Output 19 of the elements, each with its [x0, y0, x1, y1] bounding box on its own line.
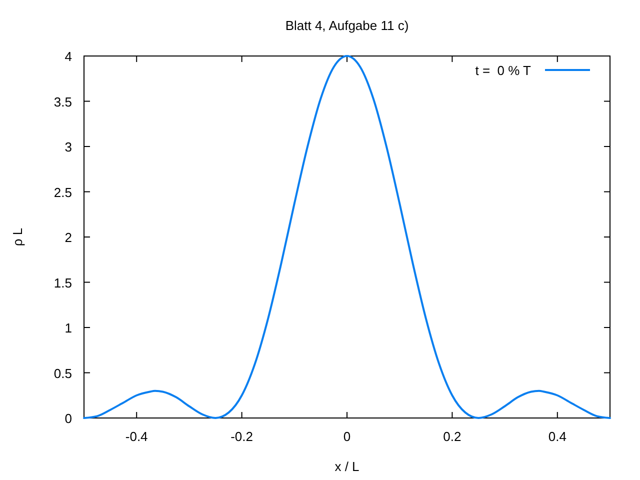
- x-axis-title: x / L: [334, 459, 360, 474]
- x-tick-label: 0.4: [548, 429, 566, 444]
- y-tick-label: 4: [64, 49, 72, 64]
- legend-label: t = 0 % T: [475, 63, 532, 78]
- x-tick-label: -0.2: [230, 429, 254, 444]
- line-series: [83, 55, 611, 419]
- y-tick-label: 0.5: [54, 366, 72, 381]
- y-tick-label: 1: [64, 320, 72, 336]
- y-tick-label: 3: [64, 140, 72, 154]
- x-tick-label: 0: [343, 429, 351, 444]
- y-tick-label: 2.5: [54, 184, 72, 200]
- chart-title: Blatt 4, Aufgabe 11 c): [285, 18, 409, 33]
- y-tick-label: 0: [64, 411, 72, 426]
- y-tick-label: 3.5: [54, 94, 72, 110]
- y-tick-label: 2: [64, 230, 72, 245]
- x-tick-label: 0.2: [443, 429, 462, 444]
- y-tick-label: 1.5: [54, 275, 72, 290]
- x-tick-label: -0.4: [125, 429, 148, 444]
- y-axis-title: ρ L: [10, 228, 25, 246]
